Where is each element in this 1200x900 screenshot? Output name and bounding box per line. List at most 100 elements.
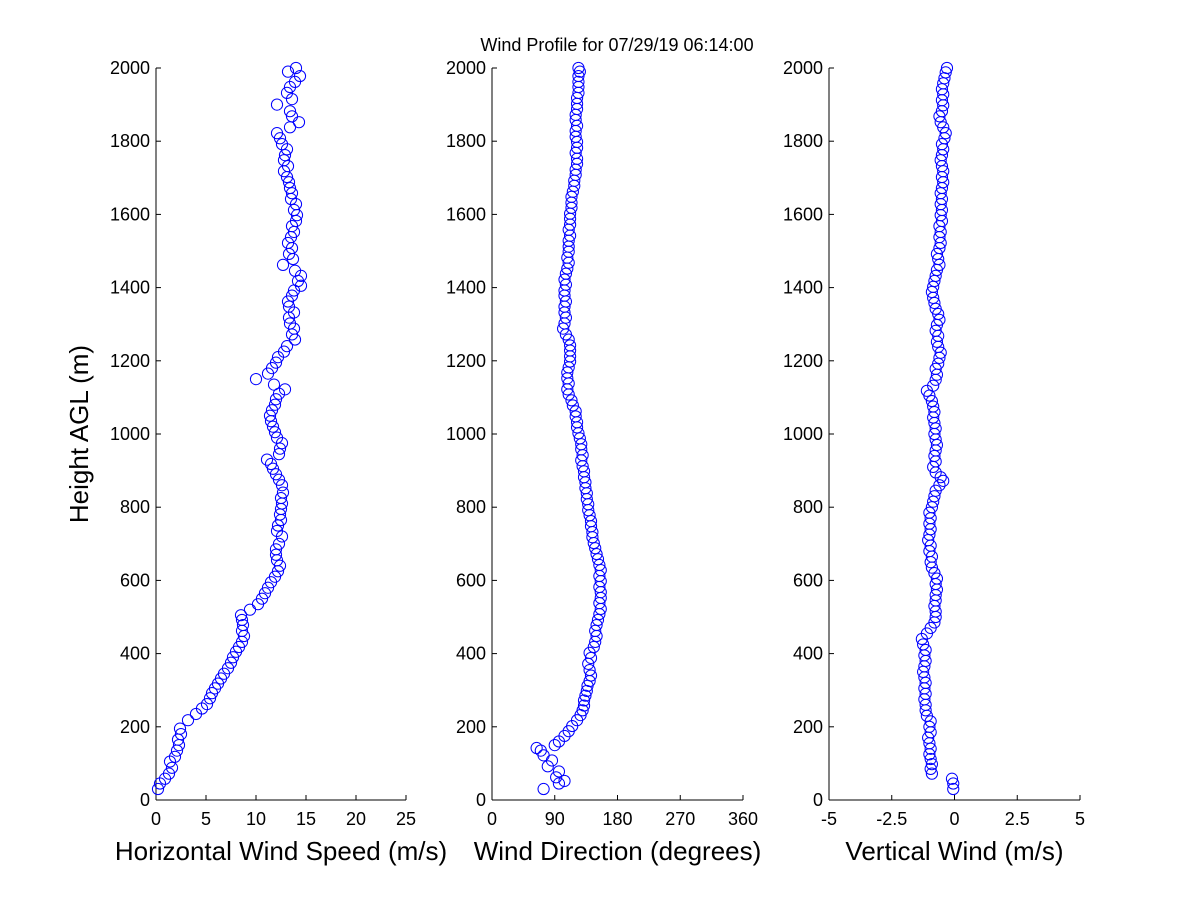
data-point xyxy=(235,613,249,627)
data-point xyxy=(552,777,566,790)
data-point xyxy=(530,741,543,755)
y-tick-label: 600 xyxy=(120,570,150,590)
data-point xyxy=(272,448,286,461)
data-point xyxy=(930,572,944,585)
data-point xyxy=(939,66,952,79)
data-point xyxy=(276,258,290,272)
data-point xyxy=(939,127,952,140)
data-point xyxy=(937,474,950,487)
y-tick-label: 0 xyxy=(813,790,823,810)
y-tick-label: 1200 xyxy=(446,351,486,371)
y-tick-label: 800 xyxy=(456,497,486,517)
data-point xyxy=(928,566,941,580)
x-tick-label: 0 xyxy=(949,809,959,829)
data-point xyxy=(289,61,303,75)
y-axis-label: Height AGL (m) xyxy=(64,345,94,523)
data-point xyxy=(927,379,940,392)
x-tick-label: 15 xyxy=(296,809,316,829)
data-point xyxy=(263,409,277,422)
x-tick-label: 5 xyxy=(1075,809,1085,829)
data-point xyxy=(267,378,281,391)
data-point xyxy=(577,694,591,707)
data-point xyxy=(584,669,598,682)
y-tick-label: 200 xyxy=(793,717,823,737)
data-point xyxy=(283,181,297,195)
data-point xyxy=(281,65,295,78)
y-tick-label: 1400 xyxy=(110,278,150,298)
data-point xyxy=(579,689,592,702)
data-point xyxy=(285,93,299,106)
x-tick-label: 2.5 xyxy=(1005,809,1030,829)
x-tick-label: 270 xyxy=(665,809,695,829)
y-tick-label: 600 xyxy=(456,570,486,590)
data-point xyxy=(285,187,299,200)
data-point xyxy=(174,728,188,741)
data-point xyxy=(577,699,591,712)
x-tick-label: -5 xyxy=(821,809,837,829)
data-point xyxy=(270,127,284,140)
y-tick-label: 1200 xyxy=(110,351,150,371)
y-tick-label: 2000 xyxy=(110,58,150,78)
y-tick-label: 1200 xyxy=(783,351,823,371)
y-tick-label: 1800 xyxy=(446,131,486,151)
data-point xyxy=(917,638,930,651)
data-point xyxy=(934,471,947,484)
y-tick-label: 200 xyxy=(120,717,150,737)
x-tick-label: 360 xyxy=(728,809,758,829)
data-point xyxy=(285,110,299,123)
data-point xyxy=(283,105,297,118)
data-point xyxy=(558,729,571,743)
data-point xyxy=(293,69,307,83)
x-tick-label: 20 xyxy=(346,809,366,829)
data-point xyxy=(947,782,960,796)
data-point xyxy=(163,755,177,768)
data-point xyxy=(550,771,563,784)
data-point xyxy=(563,339,577,352)
data-point xyxy=(260,453,274,466)
data-point xyxy=(269,356,283,369)
data-point xyxy=(270,524,284,538)
y-tick-label: 1800 xyxy=(110,131,150,151)
y-tick-label: 400 xyxy=(456,644,486,664)
data-point xyxy=(277,154,291,167)
data-point xyxy=(268,426,282,439)
data-point xyxy=(925,758,939,771)
y-tick-label: 400 xyxy=(120,644,150,664)
data-point xyxy=(270,98,284,111)
y-tick-label: 1600 xyxy=(446,204,486,224)
figure-title: Wind Profile for 07/29/19 06:14:00 xyxy=(480,35,753,55)
data-point xyxy=(934,346,947,359)
y-tick-label: 1400 xyxy=(783,278,823,298)
x-tick-label: 5 xyxy=(201,809,211,829)
data-point xyxy=(929,324,942,337)
y-tick-label: 2000 xyxy=(783,58,823,78)
data-point xyxy=(933,313,946,326)
x-tick-label: 90 xyxy=(545,809,565,829)
data-point xyxy=(153,777,167,790)
data-point xyxy=(576,704,589,717)
data-point xyxy=(572,75,585,89)
data-point xyxy=(278,383,292,396)
data-point xyxy=(282,176,296,189)
data-point xyxy=(203,692,217,705)
x-axis-label: Horizontal Wind Speed (m/s) xyxy=(115,836,447,866)
data-point xyxy=(269,548,283,561)
x-tick-label: 25 xyxy=(396,809,416,829)
data-point xyxy=(280,340,294,353)
data-point xyxy=(274,491,288,505)
y-tick-label: 800 xyxy=(793,497,823,517)
data-point xyxy=(925,394,939,408)
data-point xyxy=(272,387,286,400)
data-point xyxy=(200,698,214,711)
y-tick-label: 1600 xyxy=(783,204,823,224)
x-tick-label: 0 xyxy=(151,809,161,829)
data-point xyxy=(249,373,263,386)
data-point xyxy=(168,750,182,763)
x-axis-label: Wind Direction (degrees) xyxy=(474,836,762,866)
data-point xyxy=(569,405,582,418)
y-tick-label: 1400 xyxy=(446,278,486,298)
y-tick-label: 0 xyxy=(476,790,486,810)
